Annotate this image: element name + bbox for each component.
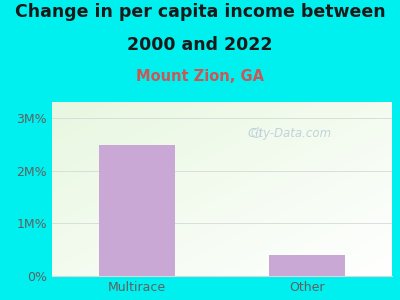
- Text: City-Data.com: City-Data.com: [248, 127, 332, 140]
- Text: Change in per capita income between: Change in per capita income between: [15, 3, 385, 21]
- Bar: [269, 255, 345, 276]
- Text: 2000 and 2022: 2000 and 2022: [127, 36, 273, 54]
- Text: ⊙: ⊙: [250, 126, 262, 141]
- Bar: [99, 145, 175, 276]
- Text: Mount Zion, GA: Mount Zion, GA: [136, 69, 264, 84]
